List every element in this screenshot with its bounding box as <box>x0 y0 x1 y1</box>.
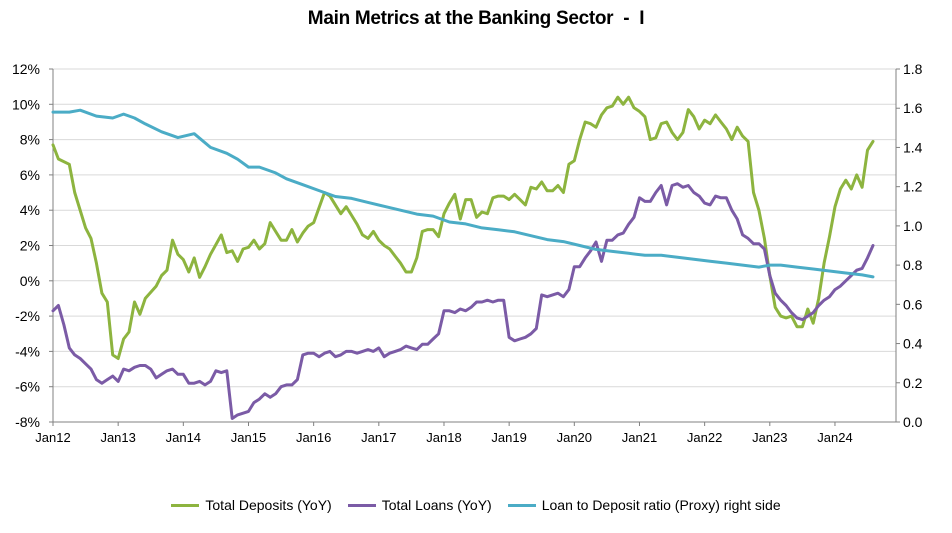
y-right-tick-label: 0.0 <box>903 414 923 430</box>
x-tick-label: Jan24 <box>817 430 852 445</box>
y-right-tick-label: 1.6 <box>903 100 923 116</box>
legend: Total Deposits (YoY) Total Loans (YoY) Loa… <box>0 497 952 513</box>
legend-item: Total Loans (YoY) <box>347 497 492 513</box>
y-right-tick-label: 1.2 <box>903 179 923 195</box>
legend-label: Loan to Deposit ratio (Proxy) right side <box>541 497 781 513</box>
y-left-tick-label: -2% <box>15 308 40 324</box>
x-tick-label: Jan18 <box>426 430 461 445</box>
y-left-tick-label: 0% <box>20 273 40 289</box>
y-left-tick-label: -6% <box>15 379 40 395</box>
y-left-tick-label: 2% <box>20 238 40 254</box>
y-left-tick-label: 6% <box>20 167 40 183</box>
series-line-1 <box>51 95 875 360</box>
y-left-tick-label: 12% <box>12 61 40 77</box>
y-right-tick-label: 0.4 <box>903 336 923 352</box>
x-tick-label: Jan19 <box>491 430 526 445</box>
y-right-tick-label: 0.6 <box>903 296 923 312</box>
y-left-tick-label: 10% <box>12 96 40 112</box>
y-left-tick-label: 8% <box>20 132 40 148</box>
legend-item: Total Deposits (YoY) <box>171 497 332 513</box>
legend-swatch <box>507 503 536 507</box>
chart-title: Main Metrics at the Banking Sector - I <box>307 8 645 29</box>
legend-swatch <box>347 503 376 507</box>
y-right-tick-label: 1.4 <box>903 139 923 155</box>
x-tick-label: Jan23 <box>752 430 787 445</box>
series-line-2 <box>51 182 875 420</box>
legend-item: Loan to Deposit ratio (Proxy) right side <box>507 497 781 513</box>
legend-label: Total Deposits (YoY) <box>205 497 332 513</box>
y-left-tick-label: -4% <box>15 343 40 359</box>
y-right-tick-label: 0.2 <box>903 375 923 391</box>
x-tick-label: Jan17 <box>361 430 396 445</box>
x-tick-label: Jan16 <box>296 430 331 445</box>
x-tick-label: Jan14 <box>166 430 201 445</box>
x-tick-label: Jan12 <box>35 430 70 445</box>
series-line-3 <box>51 108 875 279</box>
y-left-tick-label: -8% <box>15 414 40 430</box>
x-tick-label: Jan21 <box>622 430 657 445</box>
x-tick-label: Jan20 <box>557 430 592 445</box>
y-left-tick-label: 4% <box>20 202 40 218</box>
y-right-tick-label: 1.8 <box>903 61 923 77</box>
y-right-tick-label: 1.0 <box>903 218 923 234</box>
x-tick-label: Jan13 <box>100 430 135 445</box>
x-tick-label: Jan15 <box>231 430 266 445</box>
y-right-tick-label: 0.8 <box>903 257 923 273</box>
legend-label: Total Loans (YoY) <box>381 497 492 513</box>
legend-swatch <box>171 503 200 507</box>
x-tick-label: Jan22 <box>687 430 722 445</box>
